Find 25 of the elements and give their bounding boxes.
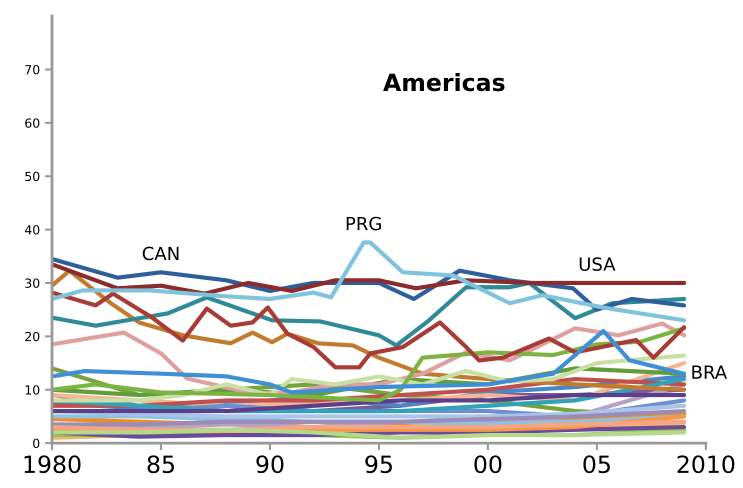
y-tick-label: 0: [33, 438, 40, 448]
line-series: [52, 290, 686, 370]
x-tick-label: 00: [474, 455, 502, 474]
x-tick-label: 90: [256, 455, 284, 474]
x-tick-label: 05: [583, 455, 610, 474]
text: Americas: [383, 73, 504, 92]
line-series: [52, 392, 686, 414]
x-tick-label: 2010: [678, 455, 734, 474]
y-tick-label: 10: [26, 385, 40, 395]
x-tick-label: 85: [148, 455, 174, 474]
y-tick-label: 40: [24, 225, 40, 235]
series-label: CAN: [142, 246, 178, 260]
x-tick-label: 95: [365, 455, 392, 474]
y-tick-label: 20: [25, 332, 40, 342]
series-label: USA: [580, 257, 616, 271]
y-tick-label: 70: [25, 64, 40, 74]
line-series: [52, 408, 686, 427]
y-tick-label: 50: [25, 172, 40, 182]
series-label: BRA: [692, 366, 728, 379]
y-tick-label: 60: [25, 118, 40, 128]
y-tick-label: 30: [25, 278, 40, 288]
series-label: PRG: [346, 216, 381, 230]
x-tick-label: 1980: [24, 455, 80, 474]
line-series: [52, 404, 686, 418]
line-series: [52, 240, 686, 322]
